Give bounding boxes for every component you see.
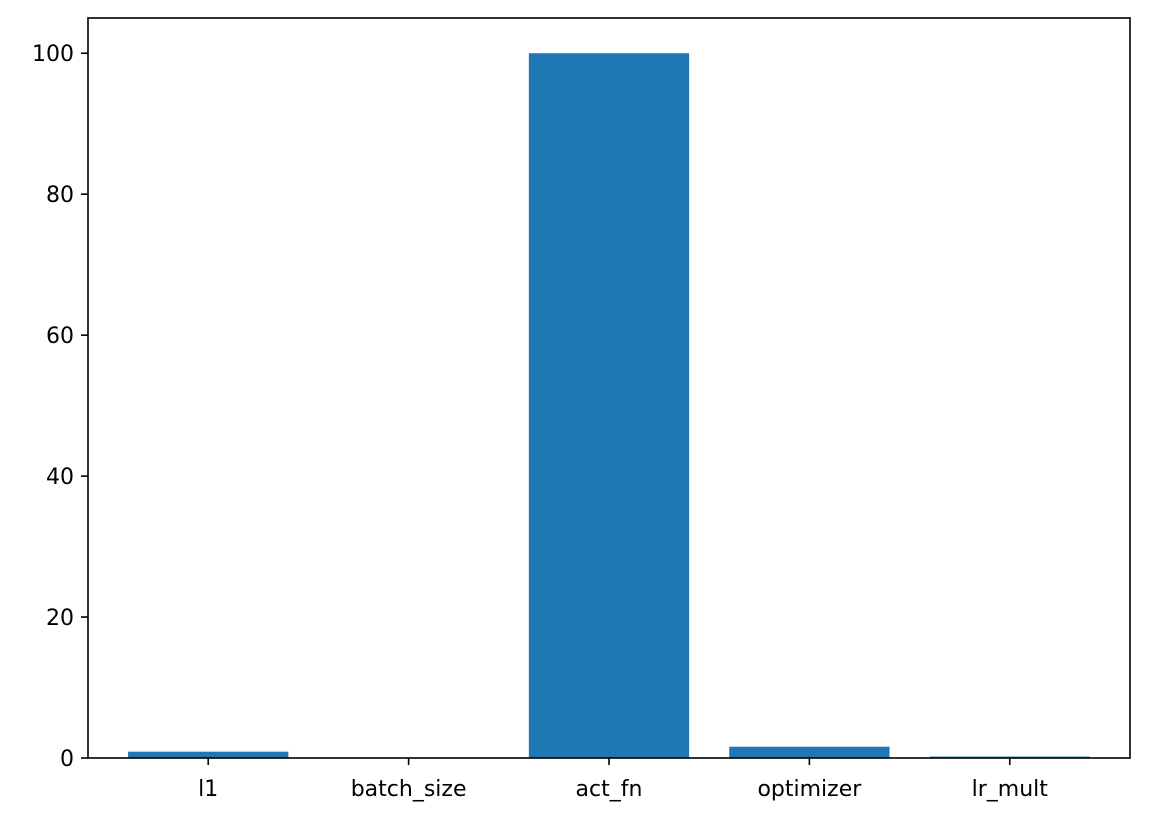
y-tick-label: 40 — [46, 465, 74, 490]
x-tick-label: lr_mult — [972, 777, 1049, 802]
x-tick-label: l1 — [198, 777, 218, 802]
x-tick-label: optimizer — [757, 777, 862, 802]
y-axis-ticks: 0 20 40 60 80 100 — [32, 42, 88, 772]
x-axis-ticks: l1 batch_size act_fn optimizer lr_mult — [198, 758, 1048, 802]
plot-frame — [87, 17, 1131, 759]
y-tick-label: 100 — [32, 42, 74, 67]
bar-act-fn — [528, 53, 690, 758]
bars-group — [128, 53, 1090, 759]
y-tick-label: 0 — [60, 747, 74, 772]
bar-optimizer — [729, 746, 890, 758]
x-tick-label: batch_size — [351, 777, 467, 802]
bar-l1 — [128, 751, 289, 758]
y-tick-label: 80 — [46, 183, 74, 208]
y-tick-label: 60 — [46, 324, 74, 349]
x-tick-label: act_fn — [576, 777, 643, 802]
y-tick-label: 20 — [46, 606, 74, 631]
